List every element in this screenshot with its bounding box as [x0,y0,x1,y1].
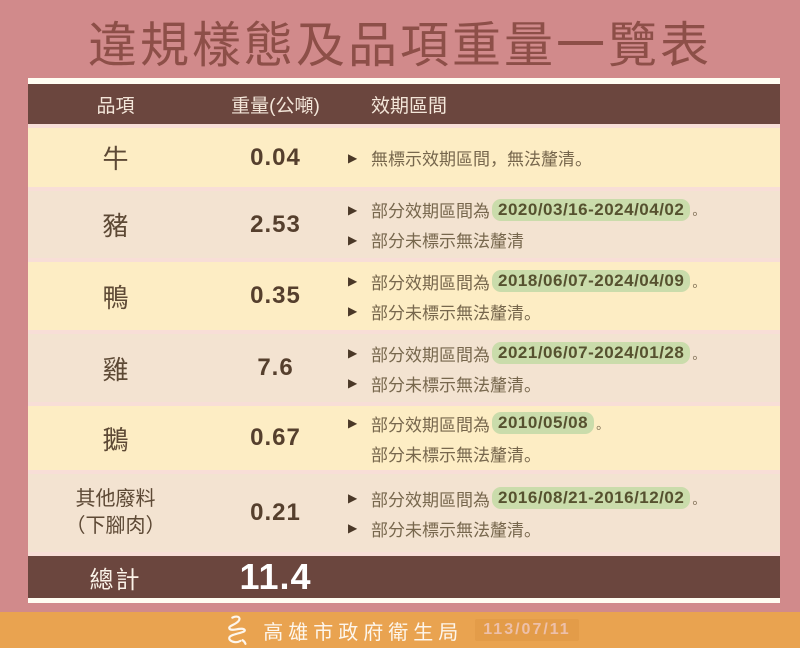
arrow-bullet-icon: ▶ [348,274,358,288]
period-line: ▶ 無標示效期區間，無法釐清。 [348,145,774,170]
arrow-bullet-icon: ▶ [348,491,358,505]
period-line: ▶ 部分效期區間為 2021/06/07-2024/01/28 。 [348,341,774,366]
period-line: ▶ 部分未標示無法釐清 [348,227,774,252]
table-row: 雞 7.6 ▶ 部分效期區間為 2021/06/07-2024/01/28 。 … [28,334,780,402]
date-range-highlight: 2020/03/16-2024/04/02 [492,198,691,221]
header-weight: 重量(公噸) [231,95,320,117]
item-weight: 7.6 [257,354,294,381]
period-line: ▶ 部分效期區間為 2016/08/21-2016/12/02 。 [348,486,774,511]
arrow-bullet-icon: ▶ [348,521,358,535]
page-title: 違規樣態及品項重量一覽表 [87,19,712,73]
arrow-bullet-icon: ▶ [348,304,358,318]
arrow-bullet-icon: ▶ [348,346,358,360]
table-bottom-stripe [28,598,780,603]
period-text: 部分未標示無法釐清。 [371,520,541,540]
period-punctuation: 。 [692,491,706,507]
period-line: ▶ 部分效期區間為 2010/05/08 。 [348,411,774,436]
period-text: 部分效期區間為 [371,345,490,365]
item-name: 其他廢料 [75,488,156,510]
arrow-bullet-icon: ▶ [348,376,358,390]
table-row: 鴨 0.35 ▶ 部分效期區間為 2018/06/07-2024/04/09 。… [28,262,780,330]
period-line: ▶ 部分未標示無法釐清。 [348,299,774,324]
total-label: 總計 [89,566,142,594]
kaohsiung-logo-icon [228,615,247,645]
period-text: 部分效期區間為 [371,273,490,293]
date-range-highlight: 2016/08/21-2016/12/02 [492,487,691,509]
item-weight: 0.21 [250,499,301,526]
item-name: 鴨 [102,282,129,313]
item-weight: 0.67 [250,424,301,451]
table-row: 其他廢料 （下腳肉） 0.21 ▶ 部分效期區間為 2016/08/21-201… [28,474,780,552]
period-line: ▶ 部分效期區間為 2020/03/16-2024/04/02 。 [348,197,774,222]
violation-table: 品項 重量(公噸) 效期區間 牛 0.04 ▶ 無標示效期區間，無法釐清。 豬 … [28,78,780,603]
arrow-bullet-icon: ▶ [348,416,358,430]
date-range-highlight: 2018/06/07-2024/04/09 [492,270,691,292]
item-weight: 0.04 [250,143,301,171]
item-name: 雞 [102,354,129,385]
table-header-row: 品項 重量(公噸) 效期區間 [28,84,780,124]
period-punctuation: 。 [692,203,706,218]
footer-org-name: 高雄市政府衛生局 [263,621,464,644]
table-row: 牛 0.04 ▶ 無標示效期區間，無法釐清。 [28,128,780,187]
header-item: 品項 [96,95,135,117]
period-text: 部分未標示無法釐清。 [371,375,541,395]
period-text: 無標示效期區間，無法釐清。 [371,150,592,169]
period-punctuation: 。 [596,416,610,432]
footer-date: 113/07/11 [475,619,579,641]
table-row: 鵝 0.67 ▶ 部分效期區間為 2010/05/08 。 部分未標示無法釐清。 [28,406,780,470]
period-line: 部分未標示無法釐清。 [348,441,774,466]
item-weight: 2.53 [250,210,301,238]
item-name: 豬 [102,211,129,241]
period-text: 部分未標示無法釐清 [371,232,524,251]
period-text: 部分未標示無法釐清。 [371,303,541,323]
date-range-highlight: 2010/05/08 [492,412,595,434]
item-name: 牛 [102,144,129,174]
table-top-stripe [28,78,780,84]
period-text: 部分效期區間為 [371,415,490,435]
period-text: 部分效期區間為 [371,202,490,221]
item-name-line2: （下腳肉） [65,515,166,537]
header-period: 效期區間 [371,95,448,117]
period-line: ▶ 部分未標示無法釐清。 [348,516,774,541]
date-range-highlight: 2021/06/07-2024/01/28 [492,342,691,364]
period-text: 部分效期區間為 [371,490,490,510]
arrow-bullet-icon: ▶ [348,150,358,165]
period-text: 部分未標示無法釐清。 [371,445,541,465]
period-punctuation: 。 [692,274,706,290]
arrow-bullet-icon: ▶ [348,202,358,217]
period-line: ▶ 部分效期區間為 2018/06/07-2024/04/09 。 [348,269,774,294]
footer-bar: 高雄市政府衛生局 113/07/11 [0,612,800,648]
item-weight: 0.35 [250,282,301,309]
total-row: 總計 11.4 [28,556,780,598]
period-line: ▶ 部分未標示無法釐清。 [348,371,774,396]
total-value: 11.4 [239,556,312,597]
period-punctuation: 。 [692,346,706,362]
arrow-bullet-icon: ▶ [348,232,358,247]
item-name: 鵝 [102,424,129,455]
table-row: 豬 2.53 ▶ 部分效期區間為 2020/03/16-2024/04/02 。… [28,191,780,258]
